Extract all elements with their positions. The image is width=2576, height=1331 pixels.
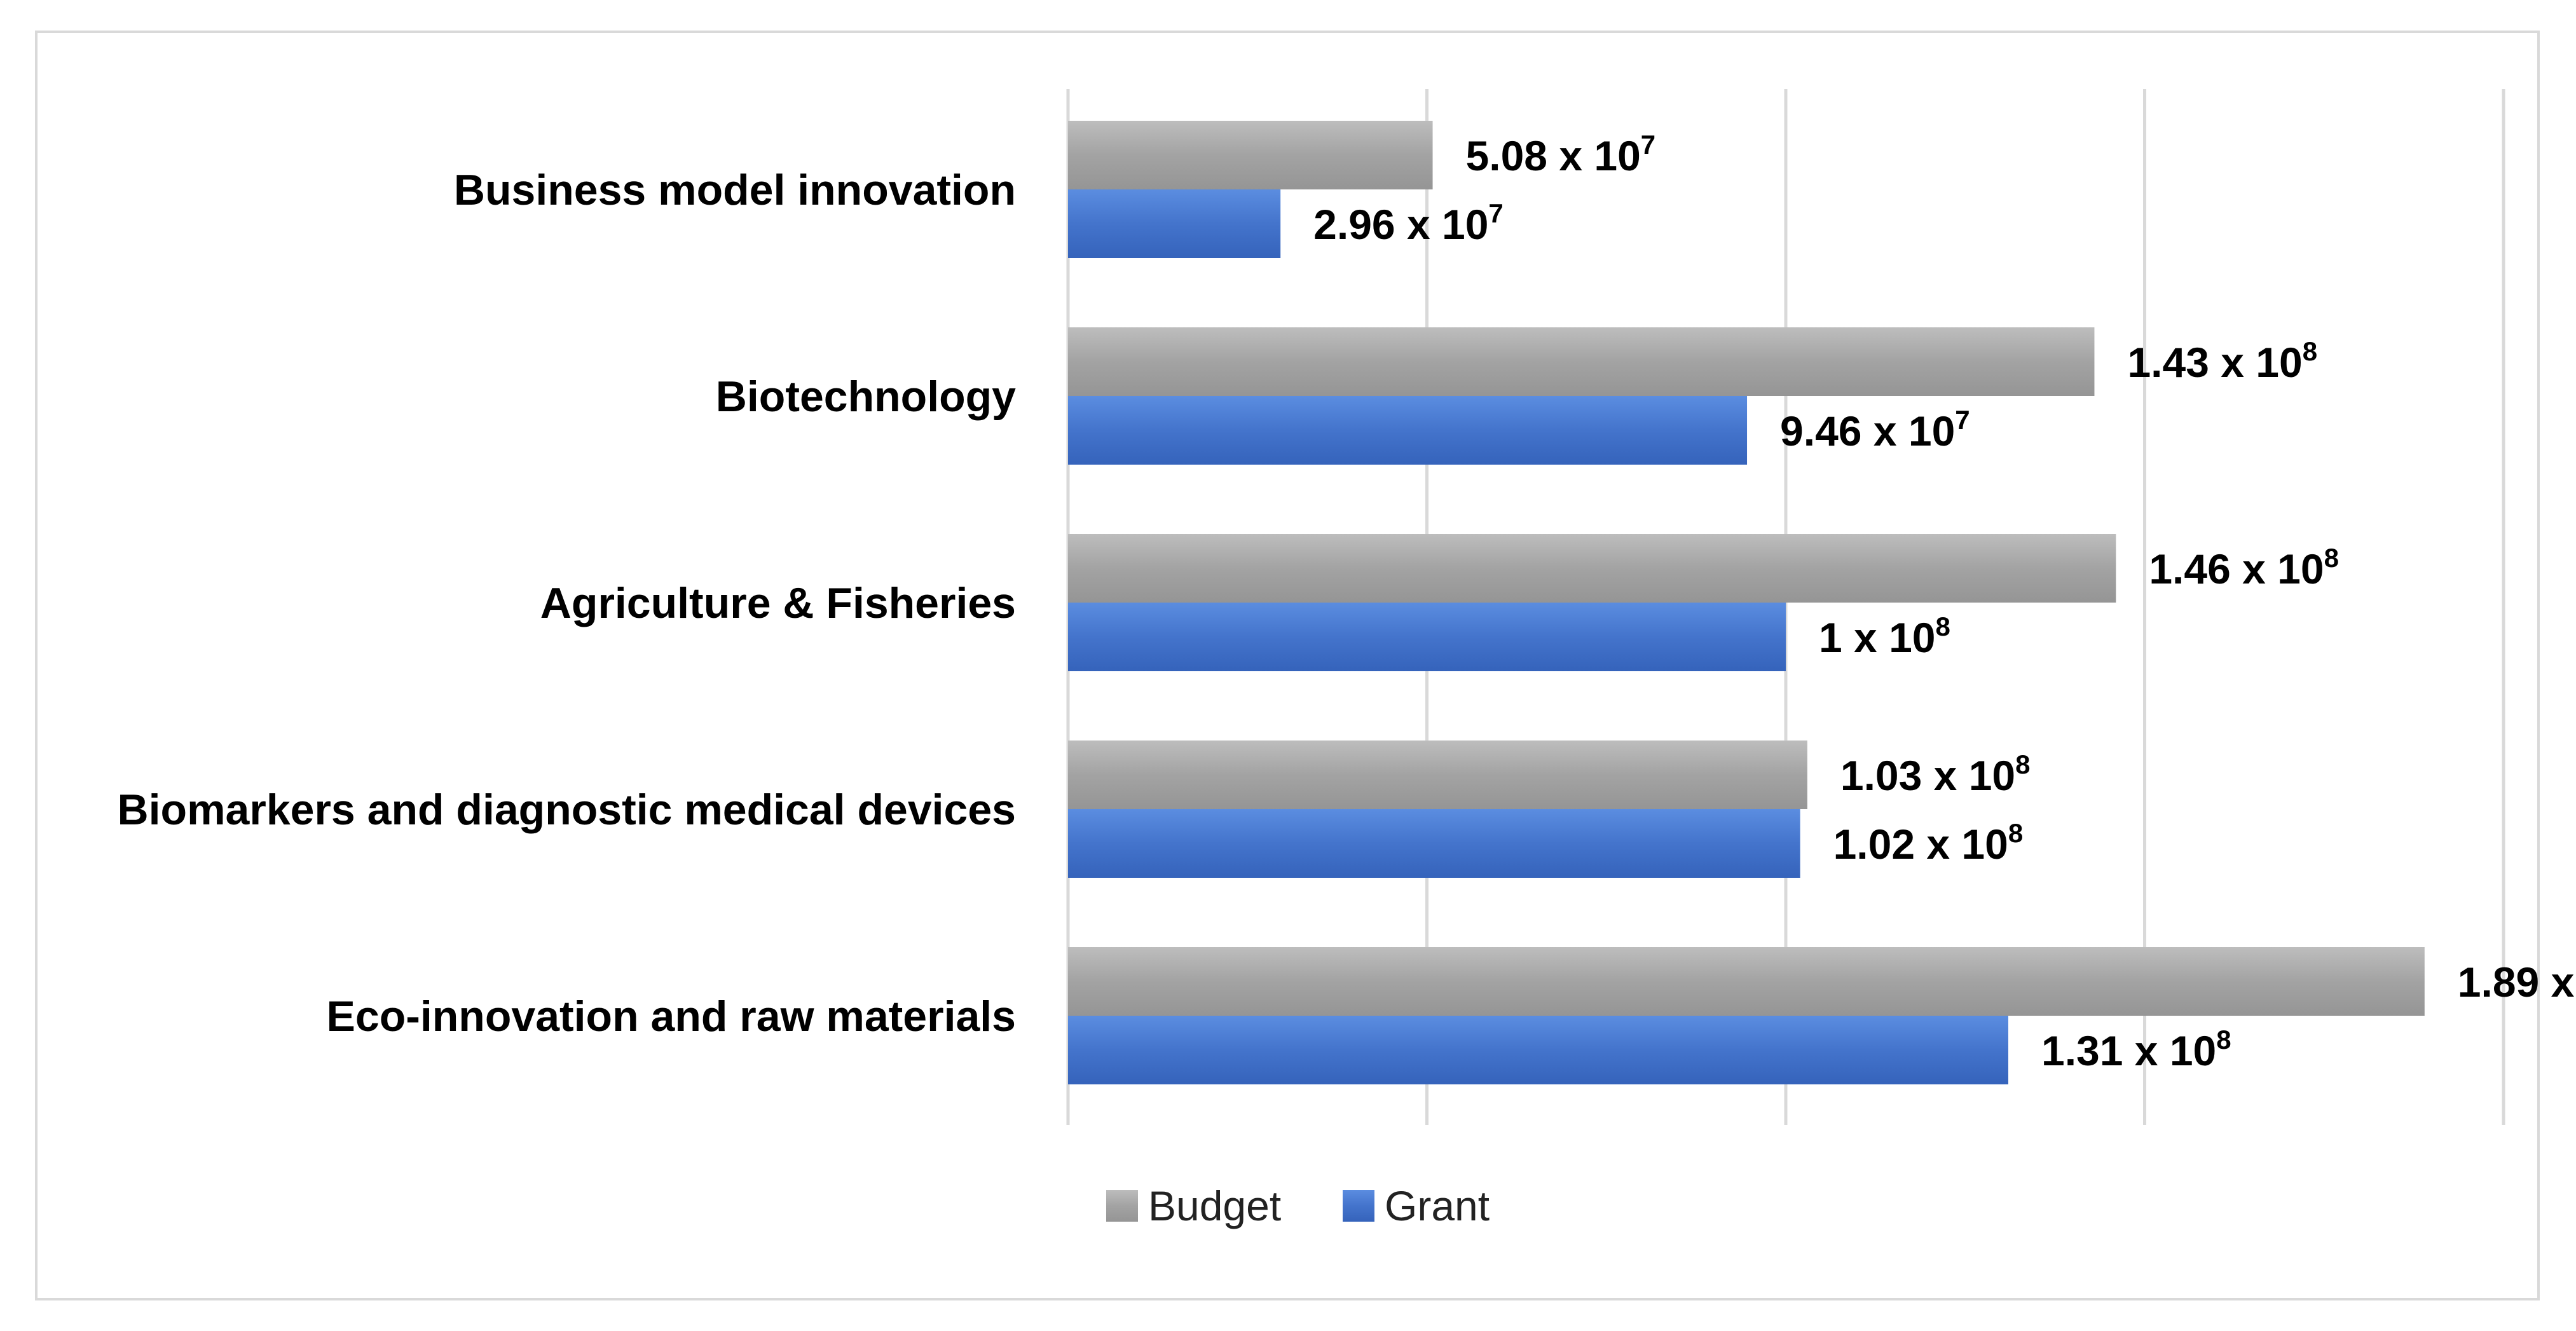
value-label-budget-eco-innovation-and-raw-materials: 1.89 x 108 (2458, 956, 2576, 1006)
value-label-budget-business-model-innovation: 5.08 x 107 (1466, 130, 1656, 179)
category-label-biotechnology: Biotechnology (716, 372, 1016, 421)
value-label-grant-eco-innovation-and-raw-materials: 1.31 x 108 (2041, 1025, 2231, 1074)
value-label-budget-agriculture-fisheries: 1.46 x 108 (2149, 543, 2339, 592)
bar-grant-agriculture-fisheries (1068, 603, 1786, 671)
bar-budget-business-model-innovation (1068, 121, 1433, 189)
value-label-grant-agriculture-fisheries: 1 x 108 (1819, 611, 1950, 661)
labels: Business model innovation 5.08 x 107 2.96 … (118, 130, 2576, 1074)
value-label-grant-biotechnology: 9.46 x 107 (1780, 405, 1970, 454)
category-label-biomarkers-and-diagnostic-medical-devices: Biomarkers and diagnostic medical device… (118, 786, 1016, 834)
legend-label-grant: Grant (1385, 1182, 1490, 1229)
category-label-business-model-innovation: Business model innovation (454, 166, 1016, 214)
bar-grant-biotechnology (1068, 396, 1748, 465)
legend-swatch-budget (1106, 1190, 1138, 1222)
value-label-budget-biotechnology: 1.43 x 108 (2127, 336, 2317, 386)
legend-swatch-grant (1343, 1190, 1374, 1222)
bars (1068, 121, 2425, 1084)
bar-grant-business-model-innovation (1068, 189, 1281, 258)
legend-label-budget: Budget (1148, 1182, 1281, 1229)
value-label-grant-business-model-innovation: 2.96 x 107 (1313, 198, 1504, 248)
category-label-eco-innovation-and-raw-materials: Eco-innovation and raw materials (327, 992, 1016, 1041)
value-label-grant-biomarkers-and-diagnostic-medical-devices: 1.02 x 108 (1833, 818, 2024, 868)
bar-budget-agriculture-fisheries (1068, 534, 2116, 603)
value-label-budget-biomarkers-and-diagnostic-medical-devices: 1.03 x 108 (1840, 749, 2031, 799)
category-label-agriculture-fisheries: Agriculture & Fisheries (540, 579, 1016, 627)
bar-budget-eco-innovation-and-raw-materials (1068, 947, 2425, 1016)
bar-budget-biomarkers-and-diagnostic-medical-devices (1068, 741, 1807, 809)
legend: Budget Grant (1106, 1182, 1490, 1229)
bar-grant-eco-innovation-and-raw-materials (1068, 1016, 2008, 1084)
bar-budget-biotechnology (1068, 327, 2095, 396)
bar-grant-biomarkers-and-diagnostic-medical-devices (1068, 809, 1800, 878)
